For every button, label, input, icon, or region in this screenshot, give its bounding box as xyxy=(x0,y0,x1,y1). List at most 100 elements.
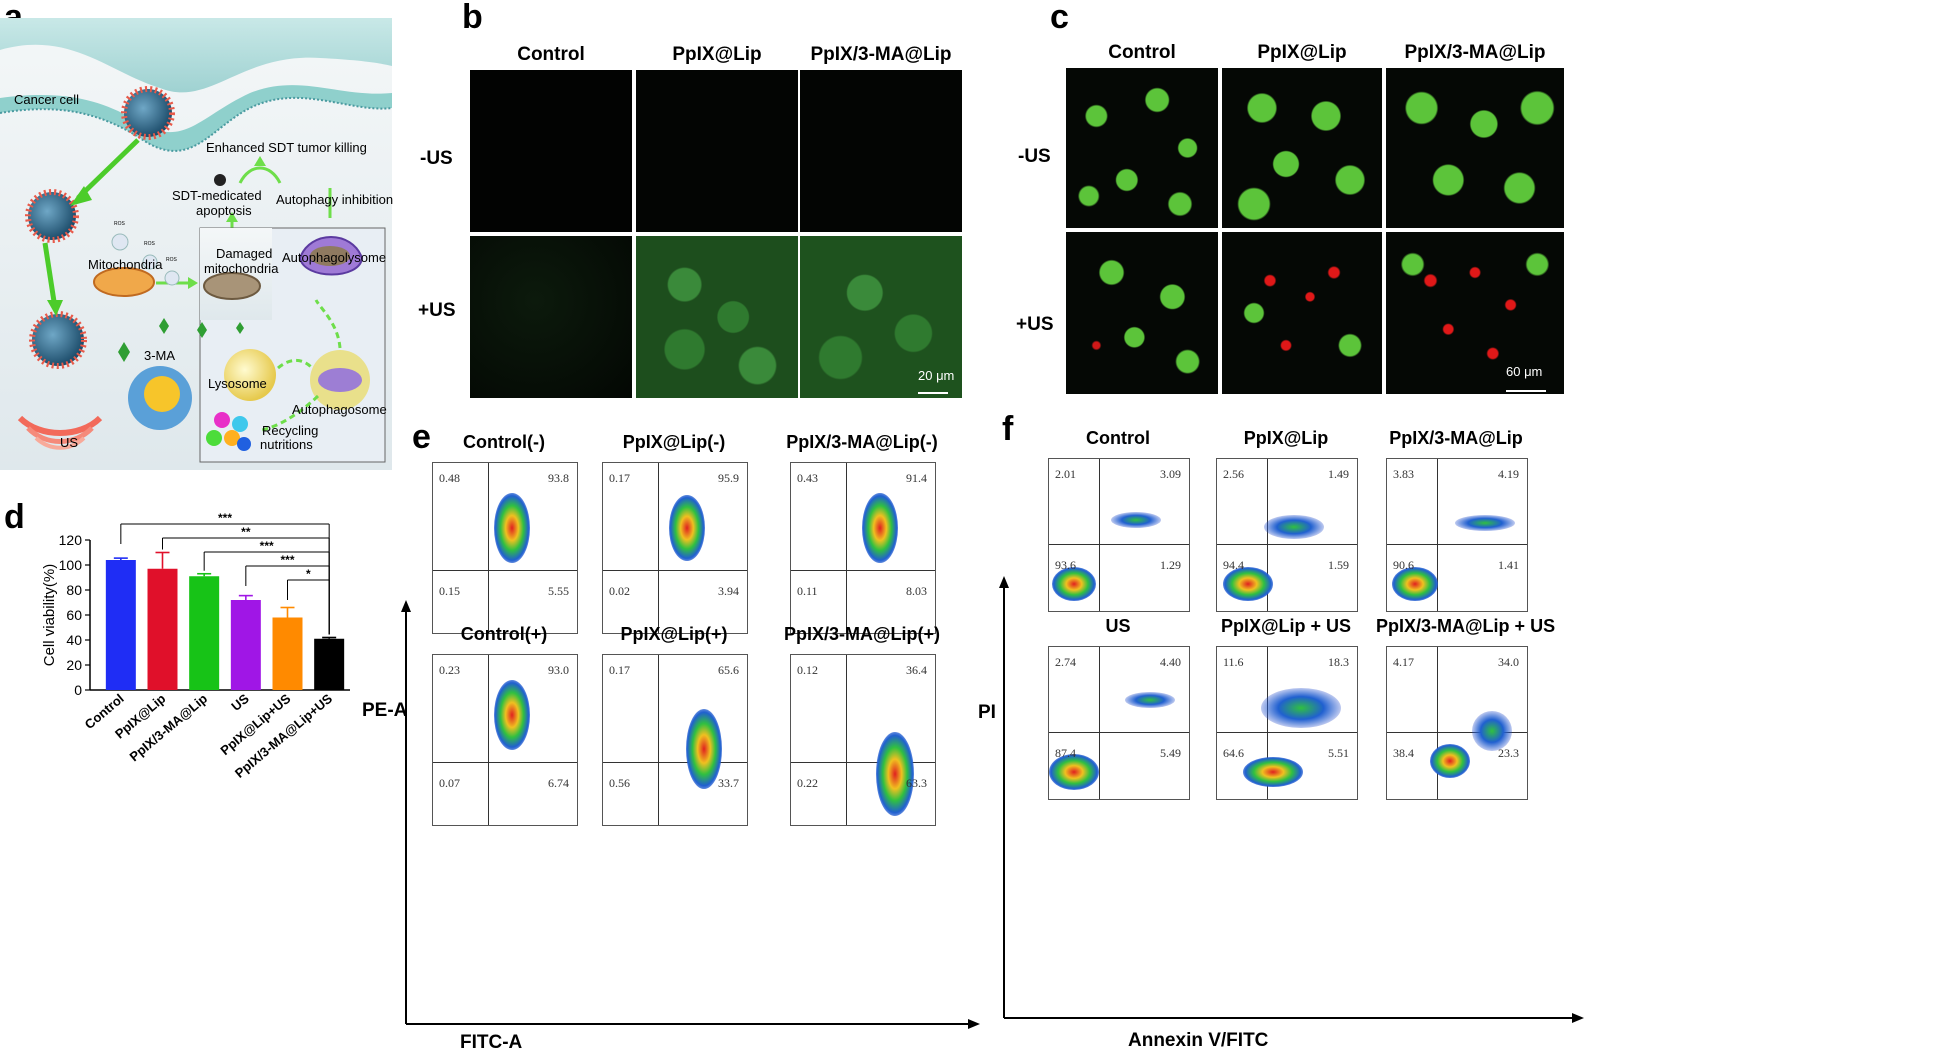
panel-c-row-plus-us: +US xyxy=(1016,314,1054,335)
panel-label-f: f xyxy=(1002,410,1014,448)
micrograph-c-ppix3ma-plus xyxy=(1386,232,1564,394)
panel-label-e: e xyxy=(412,418,431,456)
autophagosome-label: Autophagosome xyxy=(292,402,387,417)
quadrant-percent: 5.55 xyxy=(548,584,569,599)
bar-5 xyxy=(314,638,345,690)
micrograph-c-ppix-plus xyxy=(1222,232,1382,394)
quadrant-percent: 0.02 xyxy=(609,584,630,599)
micrograph-c-control-minus xyxy=(1066,68,1218,228)
quadrant-percent: 0.48 xyxy=(439,471,460,485)
autophagy-inhibition-label: Autophagy inhibition xyxy=(276,192,394,207)
quadrant-percent: 0.17 xyxy=(609,471,630,485)
panel-label-d: d xyxy=(4,498,25,536)
event-density-cloud-secondary xyxy=(1264,515,1324,540)
quadrant-gate-horizontal xyxy=(1217,544,1357,546)
event-density-cloud-secondary xyxy=(1455,514,1515,531)
event-density-cloud xyxy=(494,492,531,563)
quadrant-percent: 4.19 xyxy=(1498,467,1519,481)
cancer-cell-label: Cancer cell xyxy=(14,92,80,107)
three-ma-label: 3-MA xyxy=(144,348,176,363)
panel-b-col-control: Control xyxy=(517,44,585,65)
y-tick-label: 20 xyxy=(66,657,82,673)
panel-c-col-control: Control xyxy=(1108,42,1176,63)
event-density-cloud xyxy=(668,494,705,561)
quadrant-gate-horizontal xyxy=(603,570,747,572)
quadrant-percent: 93.6 xyxy=(1055,558,1076,573)
mitochondria-label: Mitochondria xyxy=(88,257,163,272)
panel-f-axis-arrows xyxy=(999,576,1584,1023)
panel-c-col-ppix3ma: PpIX/3-MA@Lip xyxy=(1404,42,1546,63)
quadrant-gate-horizontal xyxy=(1387,544,1527,546)
us-label: US xyxy=(60,435,79,450)
scale-line-c xyxy=(1506,390,1546,392)
panel-b-col-ppix: PpIX@Lip xyxy=(672,44,762,65)
ros-label-1: ROS xyxy=(114,221,125,227)
panel-e-axis-arrows xyxy=(401,600,980,1029)
panel-e-ylabel: PE-A xyxy=(362,700,408,721)
quadrant-gate-horizontal xyxy=(433,570,577,572)
panel-b-row-minus-us: -US xyxy=(420,148,453,169)
quadrant-percent: 1.49 xyxy=(1328,467,1349,481)
scale-label-b: 20 μm xyxy=(918,368,955,383)
autophagolysome-label: Autophagolysome xyxy=(282,250,387,265)
sdt-apoptosis-label-1: SDT-medicated xyxy=(172,188,262,203)
event-density-cloud-secondary xyxy=(1110,511,1161,528)
quadrant-percent: 95.9 xyxy=(718,471,739,485)
micrograph-b-ppix3ma-minus xyxy=(800,70,962,232)
quadrant-gate-horizontal xyxy=(1049,544,1189,546)
scale-label-c: 60 μm xyxy=(1506,364,1543,379)
quadrant-percent: 1.29 xyxy=(1160,558,1181,573)
enhanced-sdt-label: Enhanced SDT tumor killing xyxy=(206,140,367,155)
y-tick-label: 60 xyxy=(66,607,82,623)
y-tick-label: 40 xyxy=(66,632,82,648)
quadrant-percent: 2.56 xyxy=(1223,467,1244,481)
bar-0 xyxy=(105,560,136,690)
quadrant-percent: 0.11 xyxy=(797,584,818,599)
recycling-label-1: Recycling xyxy=(262,423,319,438)
scale-bar-b: 20 μm xyxy=(918,368,958,394)
panel-f-ylabel: PI xyxy=(978,702,996,723)
quadrant-percent: 91.4 xyxy=(906,471,927,485)
panel-c-row-minus-us: -US xyxy=(1018,146,1051,167)
micrograph-c-ppix-minus xyxy=(1222,68,1382,228)
quadrant-percent: 94.4 xyxy=(1223,558,1244,573)
scale-line-b xyxy=(918,392,948,394)
quadrant-percent: 3.09 xyxy=(1160,467,1181,481)
quadrant-percent: 0.15 xyxy=(439,584,460,599)
quadrant-percent: 90.6 xyxy=(1393,558,1414,573)
x-tick-label: PpIX/3-MA@Lip xyxy=(127,691,211,765)
bar-3 xyxy=(230,600,261,690)
scale-bar-c: 60 μm xyxy=(1506,364,1552,392)
schematic-illustration xyxy=(0,18,392,470)
panel-b-col-ppix3ma: PpIX/3-MA@Lip xyxy=(810,44,952,65)
bar-4 xyxy=(272,617,303,690)
panel-label-b: b xyxy=(462,0,483,36)
event-density-cloud xyxy=(862,492,899,563)
y-tick-label: 120 xyxy=(59,532,83,548)
micrograph-b-ppix-minus xyxy=(636,70,798,232)
quadrant-percent: 93.8 xyxy=(548,471,569,485)
panel-label-c: c xyxy=(1050,0,1069,36)
quadrant-percent: 1.59 xyxy=(1328,558,1349,573)
recycling-label-2: nutritions xyxy=(260,437,313,452)
quadrant-percent: 8.03 xyxy=(906,584,927,599)
y-tick-label: 100 xyxy=(59,557,83,573)
quadrant-percent: 1.41 xyxy=(1498,558,1519,573)
y-axis-label: Cell viability(%) xyxy=(41,564,58,667)
damaged-label-1: Damaged xyxy=(216,246,273,261)
flow-plot-title: Control xyxy=(1086,428,1150,448)
sdt-apoptosis-label-2: apoptosis xyxy=(196,203,252,218)
quadrant-percent: 2.01 xyxy=(1055,467,1076,481)
micrograph-b-ppix3ma-plus xyxy=(800,236,962,398)
micrograph-c-control-plus xyxy=(1066,232,1218,394)
damaged-label-2: mitochondria xyxy=(204,261,279,276)
micrograph-b-control-plus xyxy=(470,236,632,398)
micrograph-c-ppix3ma-minus xyxy=(1386,68,1564,228)
significance-label: *** xyxy=(218,511,232,525)
significance-label: *** xyxy=(280,553,294,567)
micrograph-b-ppix-plus xyxy=(636,236,798,398)
bar-2 xyxy=(189,576,220,690)
ros-label-2: ROS xyxy=(144,241,155,247)
micrograph-b-control-minus xyxy=(470,70,632,232)
quadrant-percent: 0.43 xyxy=(797,471,818,485)
